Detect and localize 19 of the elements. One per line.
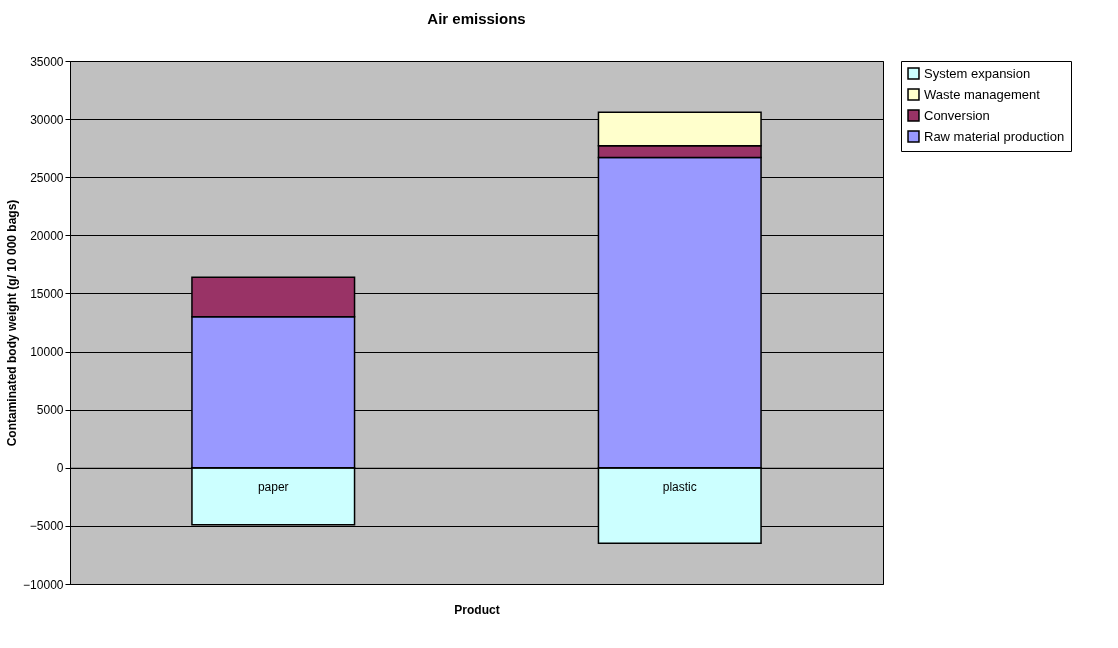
- y-tick-label: 0: [56, 461, 64, 476]
- y-tick-label: 5000: [36, 403, 64, 418]
- y-tick-label: −5000: [29, 519, 64, 534]
- y-tick-label: 30000: [30, 112, 64, 127]
- y-tick-label: −10000: [23, 577, 64, 592]
- y-tick-label: 20000: [30, 228, 64, 243]
- y-tick-label: 35000: [30, 54, 64, 69]
- x-axis-title: Product: [454, 602, 500, 617]
- y-tick-label: 25000: [30, 170, 64, 185]
- legend-label: Conversion: [924, 107, 990, 123]
- x-tick-label: plastic: [662, 480, 697, 495]
- y-tick-label: 10000: [30, 345, 64, 360]
- legend-label: Waste management: [924, 86, 1041, 102]
- y-axis-title: Contaminated body weight (g/ 10 000 bags): [5, 199, 20, 447]
- legend-label: System expansion: [924, 65, 1031, 81]
- y-tick-label: 15000: [30, 286, 64, 301]
- x-tick-label: paper: [257, 480, 289, 495]
- legend-label: Raw material production: [924, 128, 1065, 144]
- chart-title: Air emissions: [427, 10, 526, 27]
